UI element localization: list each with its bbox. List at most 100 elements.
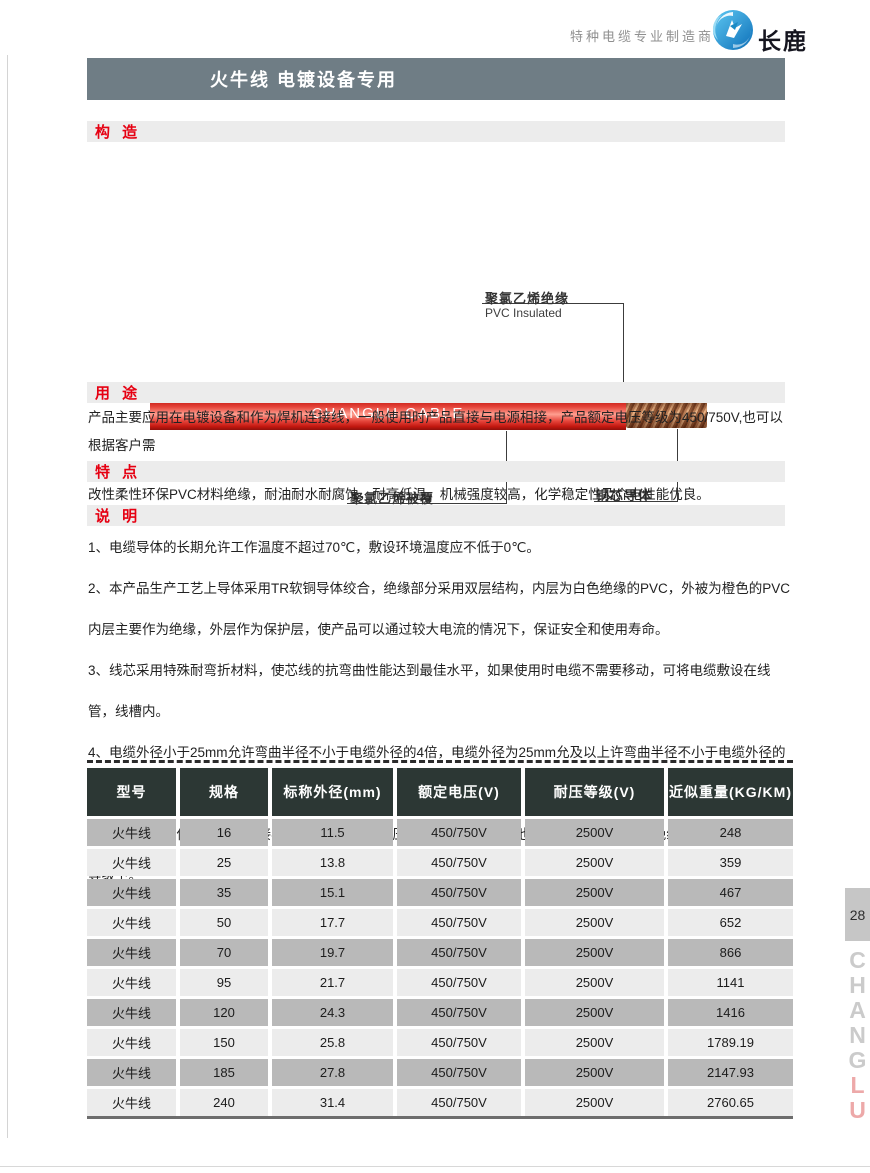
- table-cell: 652: [668, 909, 793, 936]
- note-item: 3、线芯采用特殊耐弯折材料，使芯线的抗弯曲性能达到最佳水平，如果使用时电缆不需要…: [88, 663, 771, 719]
- table-cell: 2147.93: [668, 1059, 793, 1086]
- page-title-bar: 火牛线 电镀设备专用: [87, 58, 785, 100]
- table-header-cell: 规格: [180, 768, 268, 816]
- table-cell: 25.8: [272, 1029, 393, 1056]
- vertical-brand-letter: G: [848, 1047, 867, 1073]
- table-row: 火牛线 25 13.8 450/750V 2500V 359: [87, 849, 793, 876]
- table-cell: 15.1: [272, 879, 393, 906]
- table-cell: 火牛线: [87, 1059, 176, 1086]
- section-usage-title: 用 途: [95, 385, 142, 402]
- features-paragraph: 改性柔性环保PVC材料绝缘，耐油耐水耐腐蚀，耐高低温，机械强度较高，化学稳定性及…: [88, 487, 710, 502]
- section-features-title: 特 点: [95, 464, 142, 481]
- table-cell: 2500V: [525, 999, 664, 1026]
- vertical-brand-letter: C: [849, 947, 866, 973]
- table-cell: 450/750V: [397, 969, 521, 996]
- table-row: 火牛线 95 21.7 450/750V 2500V 1141: [87, 969, 793, 996]
- table-cell: 1416: [668, 999, 793, 1026]
- table-cell: 2500V: [525, 1059, 664, 1086]
- cable-diagram: 聚氯乙烯绝缘 PVC Insulated CHANGLU CABLE 聚氯乙烯被…: [0, 142, 870, 520]
- copper-conductor-illustration: [626, 399, 707, 428]
- table-cell: 1141: [668, 969, 793, 996]
- spec-table: 型号 规格 标称外径(mm) 额定电压(V) 耐压等级(V) 近似重量(KG/KM) 火牛…: [87, 760, 793, 1119]
- table-cell: 35: [180, 879, 268, 906]
- table-cell: 17.7: [272, 909, 393, 936]
- table-cell: 27.8: [272, 1059, 393, 1086]
- table-cell: 1789.19: [668, 1029, 793, 1056]
- insulation-leader-line: [482, 303, 624, 304]
- table-cell: 火牛线: [87, 849, 176, 876]
- table-cell: 450/750V: [397, 909, 521, 936]
- table-row: 火牛线 50 17.7 450/750V 2500V 652: [87, 909, 793, 936]
- table-header-row: 型号 规格 标称外径(mm) 额定电压(V) 耐压等级(V) 近似重量(KG/KM): [87, 768, 793, 816]
- table-cell: 450/750V: [397, 879, 521, 906]
- table-cell: 火牛线: [87, 999, 176, 1026]
- table-cell: 450/750V: [397, 999, 521, 1026]
- table-cell: 2500V: [525, 1029, 664, 1056]
- table-header-cell: 耐压等级(V): [525, 768, 664, 816]
- brand-header: 特种电缆专业制造商 长鹿: [0, 0, 870, 55]
- section-structure-title: 构 造: [95, 124, 142, 141]
- note-item: 1、电缆导体的长期允许工作温度不超过70℃，敷设环境温度应不低于0℃。: [88, 540, 540, 555]
- table-cell: 火牛线: [87, 969, 176, 996]
- changlu-logo-icon: [708, 6, 756, 54]
- jacket-label-cn: 聚氯乙烯被覆: [350, 491, 435, 506]
- jacket-leader-line: [347, 503, 507, 504]
- section-usage-header: 用 途: [87, 382, 785, 403]
- table-cell: 450/750V: [397, 819, 521, 846]
- table-cell: 2760.65: [668, 1089, 793, 1116]
- table-cell: 2500V: [525, 969, 664, 996]
- page-title: 火牛线 电镀设备专用: [210, 70, 398, 90]
- insulation-leader-line: [623, 303, 624, 397]
- note-item: 2、本产品生产工艺上导体采用TR软铜导体绞合，绝缘部分采用双层结构，内层为白色绝…: [88, 581, 791, 637]
- insulation-label-cn: 聚氯乙烯绝缘: [485, 291, 570, 306]
- page-edge-line: [7, 0, 8, 1138]
- table-cell: 2500V: [525, 1089, 664, 1116]
- table-cell: 2500V: [525, 849, 664, 876]
- conductor-leader-line: [594, 501, 678, 502]
- vertical-brand-letter: A: [849, 997, 866, 1023]
- table-cell: 70: [180, 939, 268, 966]
- table-cell: 24.3: [272, 999, 393, 1026]
- table-row: 火牛线 70 19.7 450/750V 2500V 866: [87, 939, 793, 966]
- section-notes-header: 说 明: [87, 505, 785, 526]
- page-number: 28: [849, 906, 866, 923]
- table-cell: 467: [668, 879, 793, 906]
- table-cell: 2500V: [525, 819, 664, 846]
- table-cell: 450/750V: [397, 849, 521, 876]
- table-cell: 21.7: [272, 969, 393, 996]
- table-cell: 248: [668, 819, 793, 846]
- table-cell: 火牛线: [87, 939, 176, 966]
- table-cell: 11.5: [272, 819, 393, 846]
- table-header-cell: 额定电压(V): [397, 768, 521, 816]
- table-cell: 150: [180, 1029, 268, 1056]
- table-row: 火牛线 185 27.8 450/750V 2500V 2147.93: [87, 1059, 793, 1086]
- table-cell: 866: [668, 939, 793, 966]
- vertical-brand-letter: U: [849, 1097, 866, 1123]
- brand-tagline: 特种电缆专业制造商: [570, 29, 715, 44]
- table-cell: 13.8: [272, 849, 393, 876]
- table-cell: 2500V: [525, 939, 664, 966]
- table-cell: 25: [180, 849, 268, 876]
- table-cell: 450/750V: [397, 939, 521, 966]
- section-structure-header: 构 造: [87, 121, 785, 142]
- table-row: 火牛线 35 15.1 450/750V 2500V 467: [87, 879, 793, 906]
- table-header-cell: 型号: [87, 768, 176, 816]
- table-row: 火牛线 240 31.4 450/750V 2500V 2760.65: [87, 1089, 793, 1116]
- section-notes-title: 说 明: [95, 508, 142, 525]
- section-features-header: 特 点: [87, 461, 785, 482]
- conductor-label-cn: 铜芯导体: [596, 488, 653, 503]
- table-cell: 火牛线: [87, 1029, 176, 1056]
- table-cell: 359: [668, 849, 793, 876]
- table-row: 火牛线 120 24.3 450/750V 2500V 1416: [87, 999, 793, 1026]
- table-cell: 120: [180, 999, 268, 1026]
- table-cell: 95: [180, 969, 268, 996]
- table-cell: 240: [180, 1089, 268, 1116]
- cable-print-text: CHANGLU CABLE: [311, 404, 465, 422]
- table-cell: 火牛线: [87, 909, 176, 936]
- table-cell: 31.4: [272, 1089, 393, 1116]
- table-cell: 450/750V: [397, 1029, 521, 1056]
- vertical-brand-letter: H: [849, 972, 866, 998]
- table-cell: 火牛线: [87, 879, 176, 906]
